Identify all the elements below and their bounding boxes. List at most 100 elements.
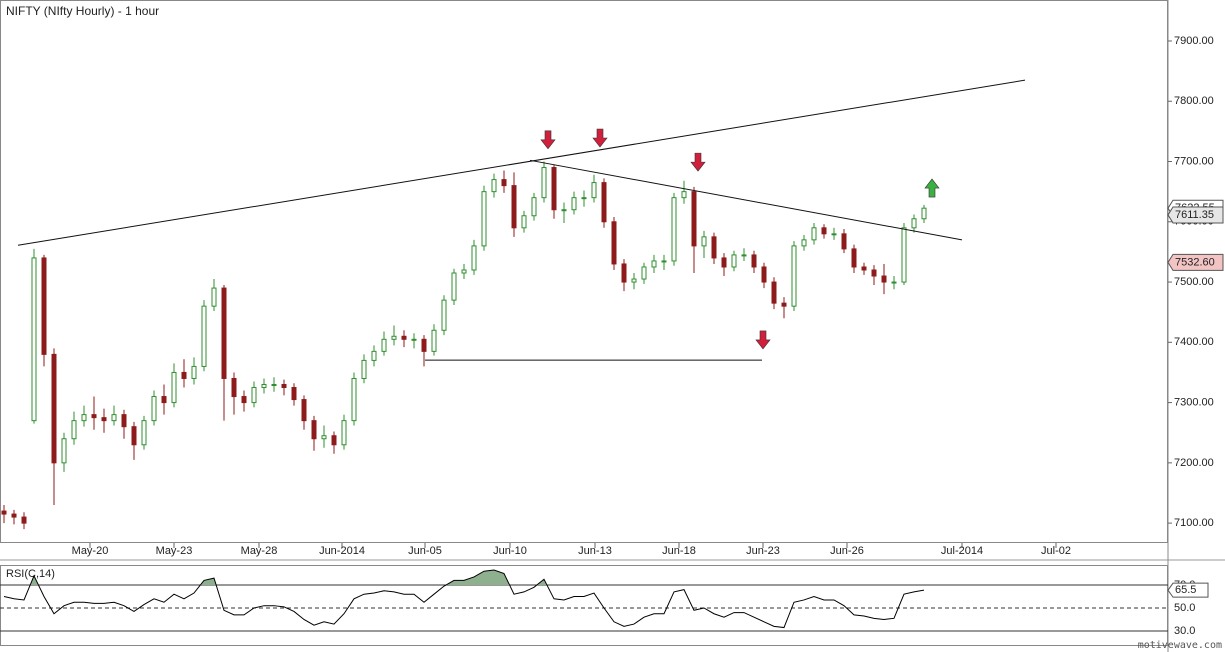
candle-body — [661, 260, 667, 263]
candle-body — [811, 227, 817, 241]
candle-body — [121, 414, 127, 428]
candle-body — [741, 254, 747, 257]
trendline — [529, 159, 963, 241]
candle-body — [151, 396, 157, 422]
candle-body — [431, 329, 437, 352]
y-tick-label: 7500.00 — [1174, 276, 1214, 288]
candle-body — [801, 239, 807, 247]
candle-body — [141, 420, 147, 446]
candle-body — [381, 338, 387, 352]
x-tick-label: Jun-26 — [830, 545, 864, 557]
candle-body — [641, 266, 647, 280]
candle-body — [421, 338, 427, 352]
y-tick-label: 7900.00 — [1174, 35, 1214, 47]
candle-body — [551, 167, 557, 211]
x-tick-label: Jul-2014 — [941, 545, 983, 557]
candle-body — [611, 221, 617, 265]
arrow-marker — [592, 128, 608, 148]
candle-body — [791, 245, 797, 307]
candle-body — [541, 167, 547, 199]
candle-body — [271, 383, 277, 386]
price-tag-label: 7532.60 — [1175, 256, 1215, 268]
candle-body — [401, 335, 407, 340]
candle-body — [901, 227, 907, 283]
candle-body — [51, 353, 57, 464]
candle-body — [681, 191, 687, 199]
candle-body — [291, 387, 297, 401]
candle-body — [471, 245, 477, 271]
arrow-marker — [924, 178, 940, 198]
candle-body — [111, 414, 117, 422]
candle-body — [711, 236, 717, 259]
candle-body — [21, 516, 27, 524]
candle-body — [881, 275, 887, 283]
candle-body — [131, 426, 137, 446]
candle-body — [231, 377, 237, 398]
candle-body — [631, 278, 637, 283]
candle-body — [621, 263, 627, 283]
candle-body — [71, 420, 77, 440]
candle-body — [761, 266, 767, 283]
y-tick-label: 7200.00 — [1174, 457, 1214, 469]
candle-body — [31, 257, 37, 422]
y-tick-label: 7800.00 — [1174, 95, 1214, 107]
candle-body — [181, 371, 187, 379]
candle-body — [41, 257, 47, 355]
candle-body — [701, 236, 707, 247]
candle-body — [891, 281, 897, 284]
candle-body — [591, 182, 597, 199]
candle-body — [351, 377, 357, 422]
candle-body — [241, 396, 247, 404]
rsi-title: RSI(C,14) — [6, 568, 55, 580]
candle-body — [671, 197, 677, 262]
candle-body — [201, 305, 207, 367]
candle-body — [581, 197, 587, 200]
candle-body — [161, 396, 167, 404]
y-tick-label: 50.0 — [1174, 602, 1195, 614]
candle-body — [481, 191, 487, 247]
candle-body — [261, 383, 267, 389]
x-tick-label: Jun-2014 — [319, 545, 365, 557]
candle-body — [91, 414, 97, 419]
x-tick-label: May-20 — [72, 545, 109, 557]
rsi-tag — [1167, 582, 1209, 598]
x-tick-label: May-28 — [241, 545, 278, 557]
candle-body — [411, 338, 417, 341]
candle-body — [561, 209, 567, 212]
candle-body — [191, 365, 197, 379]
candle-body — [361, 359, 367, 379]
candle-body — [281, 383, 287, 389]
watermark: motivewave.com — [1138, 640, 1222, 651]
y-tick-label: 30.0 — [1174, 625, 1195, 637]
candle-body — [531, 197, 537, 217]
x-tick-label: Jun-18 — [662, 545, 696, 557]
candle-body — [861, 266, 867, 271]
x-tick-label: May-23 — [156, 545, 193, 557]
candle-body — [771, 281, 777, 304]
candles — [1, 161, 927, 530]
candle-body — [301, 399, 307, 422]
candle-body — [321, 435, 327, 440]
candle-body — [81, 414, 87, 422]
rsi-line — [3, 569, 925, 629]
candle-body — [691, 191, 697, 247]
candle-body — [781, 302, 787, 307]
candle-body — [731, 254, 737, 268]
candle-body — [331, 435, 337, 446]
x-tick-label: Jul-02 — [1041, 545, 1071, 557]
candle-body — [1, 510, 7, 515]
candle-body — [511, 185, 517, 229]
candle-body — [851, 248, 857, 268]
candle-body — [831, 233, 837, 236]
x-tick-label: Jun-23 — [746, 545, 780, 557]
candle-body — [841, 233, 847, 250]
candle-body — [171, 371, 177, 404]
y-tick-label: 7700.00 — [1174, 155, 1214, 167]
rsi-overbought-fill — [4, 570, 924, 585]
candle-body — [211, 287, 217, 307]
candle-body — [461, 269, 467, 274]
candle-body — [751, 254, 757, 268]
x-tick-label: Jun-13 — [578, 545, 612, 557]
candle-body — [311, 420, 317, 440]
candle-body — [571, 197, 577, 211]
